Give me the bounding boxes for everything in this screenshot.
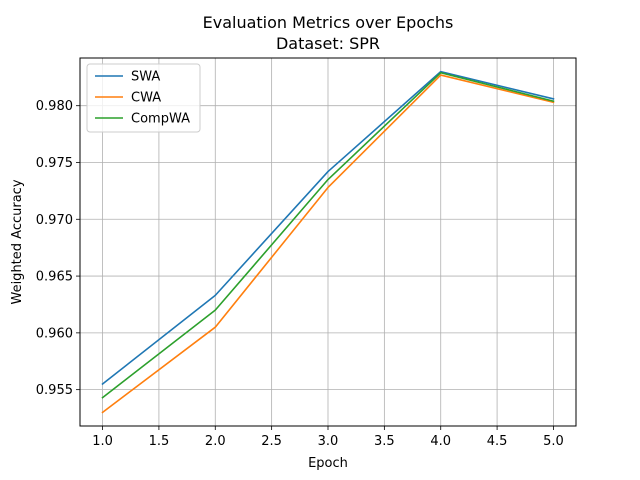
series-line-swa — [101, 70, 555, 386]
x-tick-label: 1.0 — [92, 434, 113, 449]
y-tick-label: 0.955 — [36, 383, 73, 398]
y-tick-label: 0.970 — [36, 213, 73, 228]
series-line-compwa — [101, 71, 555, 399]
x-tick-label: 4.5 — [487, 434, 508, 449]
chart-subtitle: Dataset: SPR — [276, 34, 380, 53]
legend-label: CWA — [131, 91, 161, 106]
y-tick-label: 0.960 — [36, 326, 73, 341]
y-axis-label: Weighted Accuracy — [10, 179, 25, 304]
x-tick-label: 4.0 — [430, 434, 451, 449]
legend-label: SWA — [131, 70, 160, 85]
grid-lines — [80, 58, 576, 426]
x-tick-label: 3.5 — [374, 434, 395, 449]
legend-label: CompWA — [131, 112, 190, 127]
series-lines — [101, 70, 555, 414]
y-tick-label: 0.965 — [36, 270, 73, 285]
series-line-cwa — [101, 74, 555, 414]
x-tick-label: 2.5 — [261, 434, 282, 449]
chart-title: Evaluation Metrics over Epochs — [203, 13, 454, 32]
y-axis-ticks: 0.955 0.960 0.965 0.970 0.975 0.980 — [36, 99, 80, 398]
x-axis-ticks: 1.0 1.5 2.0 2.5 3.0 3.5 4.0 4.5 5.0 — [92, 426, 564, 449]
y-tick-label: 0.980 — [36, 99, 73, 114]
legend-box — [86, 63, 201, 133]
legend: SWA CWA CompWA — [86, 63, 201, 133]
x-tick-label: 3.0 — [318, 434, 339, 449]
x-axis-label: Epoch — [308, 456, 348, 471]
y-tick-label: 0.975 — [36, 156, 73, 171]
x-tick-label: 2.0 — [205, 434, 226, 449]
x-tick-label: 5.0 — [543, 434, 564, 449]
x-tick-label: 1.5 — [149, 434, 170, 449]
